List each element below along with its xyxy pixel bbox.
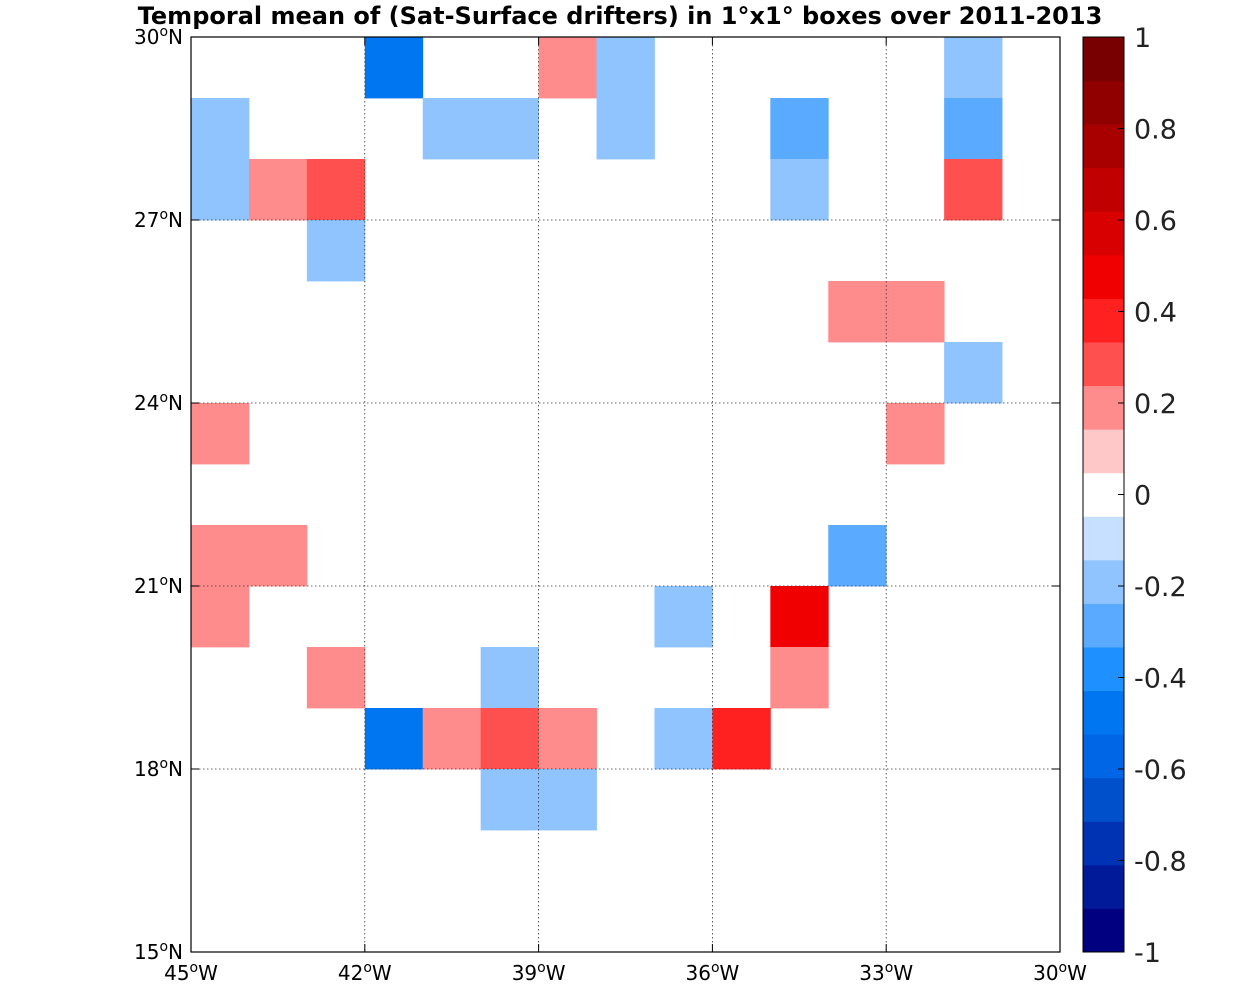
x-tick-label: 39oW	[512, 960, 566, 984]
colorbar-segment	[1083, 211, 1124, 256]
colorbar-segment	[1083, 603, 1124, 648]
colorbar-segment	[1083, 559, 1124, 604]
colorbar-segment	[1083, 385, 1124, 430]
colorbar-segment	[1083, 647, 1124, 692]
colorbar-tick-label: 0.2	[1134, 389, 1177, 420]
heatmap-cell	[191, 98, 250, 160]
colorbar-tick-label: -0.2	[1134, 572, 1187, 603]
colorbar-segment	[1083, 821, 1124, 866]
colorbar-tick-label: 1	[1134, 23, 1151, 54]
colorbar-segment	[1083, 37, 1124, 82]
heatmap-cell	[538, 37, 597, 99]
heatmap-cell	[770, 98, 829, 160]
colorbar-segment	[1083, 734, 1124, 779]
heatmap-cell	[191, 525, 250, 587]
heatmap-cell	[712, 708, 771, 770]
colorbar-segment	[1083, 690, 1124, 735]
colorbar-tick-label: -1	[1134, 938, 1161, 969]
heatmap-cell	[480, 647, 539, 709]
x-axis-ticks: 45oW 42oW 39oW 36oW 33oW 30oW	[164, 37, 1087, 984]
plot-frame	[190, 36, 1061, 953]
heatmap-cell	[306, 159, 366, 221]
y-tick-label: 27oN	[134, 207, 183, 232]
heatmap-cell	[538, 708, 597, 770]
x-tick-label: 42oW	[338, 960, 392, 984]
heatmap-cells	[191, 37, 1003, 831]
x-tick-label: 36oW	[685, 960, 739, 984]
heatmap-cell	[248, 525, 308, 587]
colorbar-segment	[1083, 777, 1124, 822]
heatmap-cell	[306, 647, 366, 709]
colorbar-segment	[1083, 516, 1124, 561]
x-tick-label: 45oW	[164, 960, 218, 984]
colorbar-segment	[1083, 167, 1124, 212]
heatmap-cell	[248, 159, 308, 221]
y-tick-label: 21oN	[134, 573, 183, 598]
colorbar-segment	[1083, 298, 1124, 343]
heatmap-cell	[886, 403, 945, 465]
colorbar-segment	[1083, 80, 1124, 125]
heatmap-cell	[422, 708, 482, 770]
heatmap-cell	[944, 342, 1003, 404]
colorbar-tick-label: 0.6	[1134, 206, 1177, 237]
y-tick-label: 18oN	[134, 756, 183, 781]
heatmap-cell	[828, 525, 887, 587]
colorbar-segment	[1083, 472, 1124, 517]
colorbar: 1 0.8 0.6 0.4 0.2 0 -0.2 -0.4 -0.6 -0.8 -1	[1082, 23, 1187, 969]
heatmap-cell	[538, 769, 597, 831]
heatmap-cell	[886, 281, 945, 343]
heatmap-cell	[480, 708, 539, 770]
heatmap-cell	[770, 586, 829, 648]
heatmap-cell	[596, 37, 655, 99]
colorbar-tick-label: 0.8	[1134, 115, 1177, 146]
colorbar-tick-label: 0.4	[1134, 298, 1177, 329]
colorbar-tick-label: -0.8	[1134, 847, 1187, 878]
colorbar-segment	[1083, 342, 1124, 387]
heatmap-cell	[596, 98, 655, 160]
heatmap-cell	[770, 647, 829, 709]
heatmap-cell	[480, 98, 539, 160]
heatmap-cell	[364, 37, 424, 99]
heatmap-cell	[770, 159, 829, 221]
y-axis-ticks: 15oN 18oN 21oN 24oN 27oN 30oN	[134, 24, 1060, 964]
y-tick-label: 30oN	[134, 24, 183, 49]
colorbar-segment	[1083, 254, 1124, 299]
colorbar-tick-label: -0.6	[1134, 755, 1187, 786]
heatmap-cell	[654, 708, 713, 770]
heatmap-cell	[828, 281, 887, 343]
colorbar-segment	[1083, 429, 1124, 474]
heatmap-cell	[191, 403, 250, 465]
x-tick-label: 30oW	[1033, 960, 1087, 984]
heatmap-cell	[654, 586, 713, 648]
colorbar-segment	[1083, 124, 1124, 169]
colorbar-segment	[1083, 908, 1124, 953]
colorbar-tick-label: 0	[1134, 481, 1151, 512]
heatmap-cell	[191, 586, 250, 648]
heatmap-cell	[944, 159, 1003, 221]
colorbar-segment	[1083, 864, 1124, 909]
heatmap-cell	[944, 98, 1003, 160]
heatmap-cell	[191, 159, 250, 221]
chart-title: Temporal mean of (Sat-Surface drifters) …	[138, 2, 1103, 30]
x-tick-label: 33oW	[859, 960, 913, 984]
y-tick-label: 24oN	[134, 390, 183, 415]
colorbar-tick-label: -0.4	[1134, 664, 1187, 695]
heatmap-cell	[944, 37, 1003, 99]
grid-lines	[191, 37, 1060, 952]
heatmap-cell	[364, 708, 424, 770]
heatmap-cell	[422, 98, 482, 160]
heatmap-cell	[480, 769, 539, 831]
y-tick-label: 15oN	[134, 939, 183, 964]
heatmap-cell	[306, 220, 366, 282]
